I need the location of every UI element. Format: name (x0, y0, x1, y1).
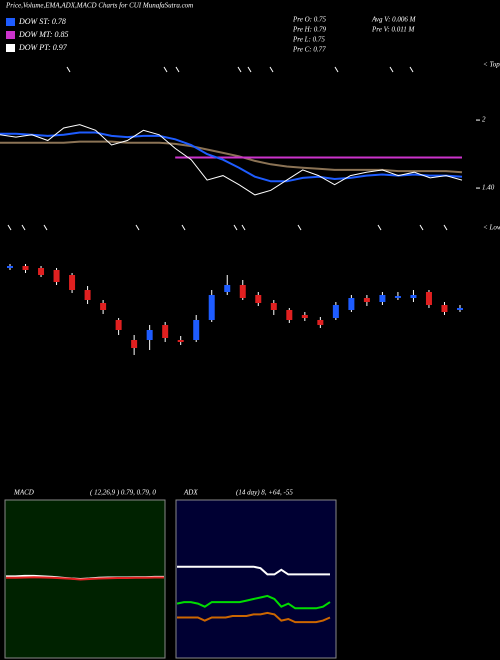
candle-body (394, 296, 401, 298)
annotation: < Tops (483, 61, 500, 69)
candle-body (379, 295, 386, 302)
candle-body (22, 266, 29, 270)
candle-body (38, 268, 45, 275)
legend-label: DOW PT: 0.97 (18, 43, 68, 52)
candle-body (131, 340, 138, 348)
legend-swatch (6, 31, 15, 39)
candle-body (224, 285, 231, 292)
candle-body (208, 295, 215, 320)
legend-label: DOW ST: 0.78 (18, 17, 66, 26)
series-line (177, 565, 330, 576)
panel-subtitle: (14 day) 8, +64, -55 (236, 489, 293, 497)
y-tick-label: 2 (482, 116, 486, 124)
candle-body (100, 303, 107, 310)
candle-body (84, 290, 91, 300)
candle-body (146, 330, 153, 340)
candle-body (301, 315, 308, 318)
legend-swatch (6, 44, 15, 52)
series-line (176, 594, 331, 610)
series-line (177, 611, 331, 624)
stat-label: Avg V: 0.006 M (371, 16, 417, 24)
candle-body (255, 295, 262, 303)
candle-body (69, 275, 76, 290)
candle-body (425, 292, 432, 305)
candle-body (270, 303, 277, 310)
panel-subtitle: ( 12,26,9 ) 0.79, 0.79, 0 (90, 489, 156, 497)
series-line (0, 124, 463, 196)
candle-body (457, 308, 463, 310)
stat-label: Pre L: 0.75 (292, 36, 325, 44)
candle-body (239, 285, 246, 298)
series-line (0, 140, 463, 174)
panel-title: MACD (13, 489, 34, 497)
candle-body (115, 320, 122, 330)
chart-title: Price,Volume,EMA,ADX,MACD Charts for CUI… (5, 2, 193, 10)
annotation: < Lows (483, 224, 500, 232)
panel-title: ADX (183, 489, 198, 497)
candle-body (286, 310, 293, 320)
candle-body (348, 298, 355, 310)
candle-body (363, 298, 370, 302)
legend-swatch (6, 18, 15, 26)
candle-body (162, 325, 169, 338)
stat-label: Pre V: 0.011 M (371, 26, 415, 34)
legend-label: DOW MT: 0.85 (18, 30, 69, 39)
candle-body (410, 295, 417, 298)
adx-panel (175, 499, 337, 659)
series-line (6, 576, 164, 581)
candle-body (177, 340, 184, 342)
candle-body (317, 320, 324, 325)
candle-body (193, 320, 200, 340)
signal-arrows (7, 66, 448, 231)
stat-label: Pre C: 0.77 (292, 46, 326, 54)
stat-label: Pre O: 0.75 (292, 16, 326, 24)
stat-label: Pre H: 0.79 (292, 26, 326, 34)
candle-body (53, 270, 60, 282)
y-tick-label: 1.40 (482, 184, 495, 192)
candle-body (441, 305, 448, 312)
candle-body (7, 266, 13, 268)
candle-body (332, 305, 339, 318)
series-line (0, 131, 463, 183)
